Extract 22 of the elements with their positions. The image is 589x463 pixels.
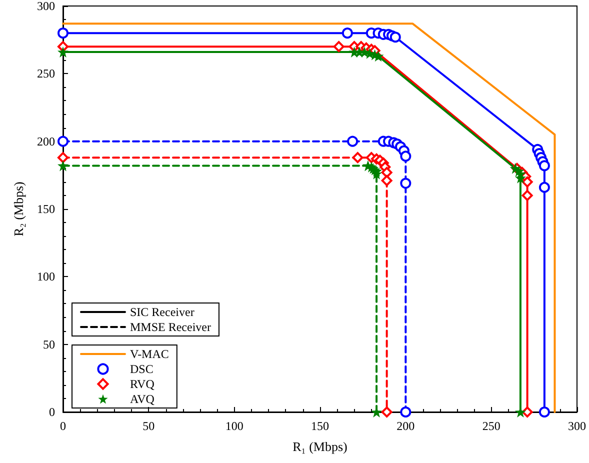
x-tick-label: 150 [311, 419, 329, 433]
x-tick-label: 250 [482, 419, 500, 433]
x-axis-title: R₁ (Mbps) [292, 439, 348, 454]
y-axis-title: R₂ (Mbps) [11, 182, 26, 236]
x-tick-label: 50 [142, 419, 155, 433]
y-tick-label: 300 [37, 0, 55, 13]
y-tick-label: 0 [49, 405, 55, 419]
legend-label: MMSE Receiver [130, 320, 211, 334]
legend-label: V-MAC [130, 347, 169, 361]
y-tick-label: 50 [43, 337, 55, 352]
legend-label: RVQ [130, 377, 155, 391]
y-tick-label: 250 [37, 66, 55, 81]
y-tick-label: 100 [37, 270, 55, 284]
x-tick-label: 200 [396, 419, 415, 433]
x-tick-label: 300 [568, 419, 586, 433]
y-tick-label: 150 [37, 202, 55, 216]
legend-label: DSC [130, 362, 154, 376]
x-tick-label: 100 [225, 419, 244, 433]
y-tick-label: 200 [37, 134, 55, 148]
x-tick-label: 0 [60, 419, 66, 433]
legend-label: SIC Receiver [130, 305, 194, 319]
legend-label: AVQ [130, 392, 155, 406]
